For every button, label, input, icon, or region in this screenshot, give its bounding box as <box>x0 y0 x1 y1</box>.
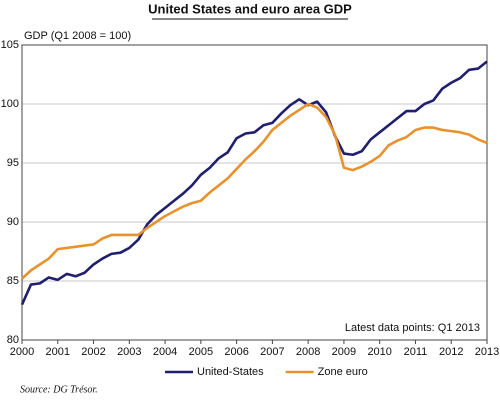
x-tick-label: 2013 <box>475 346 499 358</box>
x-tick-label: 2000 <box>10 346 34 358</box>
plot-frame <box>21 44 488 341</box>
x-tick-label: 2004 <box>153 346 177 358</box>
x-tick-label: 2001 <box>46 346 70 358</box>
source: Source: DG Trésor. <box>20 384 98 395</box>
legend-label: Zone euro <box>318 366 368 378</box>
legend-label: United-States <box>197 366 264 378</box>
x-tick-label: 2009 <box>332 346 356 358</box>
x-tick-label: 2012 <box>439 346 463 358</box>
y-tick-label: 100 <box>1 98 19 110</box>
y-tick-label: 80 <box>7 334 19 346</box>
series-line <box>20 60 488 306</box>
series-line <box>21 102 488 280</box>
x-tick-label: 2008 <box>296 346 320 358</box>
y-axis-label: GDP (Q1 2008 = 100) <box>24 30 131 42</box>
annotation: Latest data points: Q1 2013 <box>345 322 480 334</box>
x-tick-label: 2003 <box>117 346 141 358</box>
x-tick-label: 2011 <box>404 346 428 358</box>
y-tick-label: 95 <box>7 157 19 169</box>
x-tick-label: 2010 <box>367 346 391 358</box>
x-tick-label: 2007 <box>260 346 284 358</box>
y-tick-label: 90 <box>7 216 19 228</box>
y-tick-label: 105 <box>1 39 19 51</box>
x-tick-label: 2002 <box>81 346 105 358</box>
chart-title: United States and euro area GDP <box>148 1 352 16</box>
x-tick-label: 2006 <box>224 346 248 358</box>
x-tick-label: 2005 <box>189 346 213 358</box>
y-tick-label: 85 <box>7 275 19 287</box>
